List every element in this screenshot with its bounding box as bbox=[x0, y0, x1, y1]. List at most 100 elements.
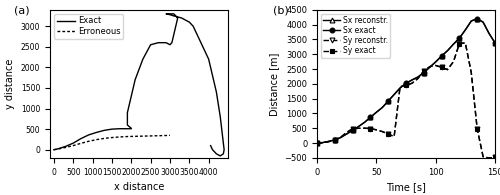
Exact bbox=[178, 17, 184, 19]
Sx exact bbox=[450, 43, 456, 45]
Sx reconstr. bbox=[344, 133, 349, 135]
Sx reconstr. bbox=[480, 21, 486, 23]
Sy reconstr. bbox=[368, 128, 374, 130]
Sx exact bbox=[338, 136, 344, 139]
Sy exact bbox=[391, 136, 397, 138]
Sy reconstr. bbox=[362, 127, 368, 129]
Sx reconstr. bbox=[438, 55, 444, 57]
Exact bbox=[128, 128, 134, 130]
Sx exact bbox=[432, 61, 438, 63]
Sy reconstr. bbox=[314, 142, 320, 144]
Erroneous bbox=[54, 148, 60, 150]
Sx exact bbox=[462, 29, 468, 31]
Exact bbox=[124, 124, 130, 126]
Exact bbox=[169, 42, 175, 44]
Exact bbox=[132, 79, 138, 81]
Exact bbox=[210, 74, 216, 77]
Sy exact bbox=[480, 156, 486, 158]
Sx reconstr. bbox=[320, 141, 326, 144]
Sx exact bbox=[421, 71, 427, 74]
Erroneous bbox=[132, 135, 138, 137]
Sx exact bbox=[314, 142, 320, 144]
Sy exact bbox=[344, 131, 349, 134]
Line: Sx exact: Sx exact bbox=[314, 16, 498, 145]
Exact bbox=[186, 21, 192, 23]
Line: Erroneous: Erroneous bbox=[54, 135, 170, 150]
Erroneous bbox=[94, 138, 100, 141]
Exact bbox=[124, 128, 130, 130]
Sy exact bbox=[350, 128, 356, 130]
Exact bbox=[163, 42, 169, 44]
Exact bbox=[70, 142, 76, 144]
Sy reconstr. bbox=[391, 136, 397, 138]
Sy reconstr. bbox=[326, 140, 332, 143]
Sy reconstr. bbox=[438, 66, 444, 68]
Erroneous bbox=[78, 142, 84, 144]
Sy reconstr. bbox=[450, 60, 456, 63]
Sx exact bbox=[391, 93, 397, 96]
Sy reconstr. bbox=[320, 142, 326, 144]
Sx exact bbox=[350, 129, 356, 132]
Sx exact bbox=[320, 141, 326, 144]
Erroneous bbox=[124, 135, 130, 138]
Sx reconstr. bbox=[362, 121, 368, 124]
Sy exact bbox=[332, 139, 338, 141]
Erroneous bbox=[167, 134, 173, 136]
Sx exact bbox=[426, 66, 432, 68]
Sy exact bbox=[314, 142, 320, 144]
Exact bbox=[174, 17, 180, 19]
Text: (a): (a) bbox=[14, 5, 30, 15]
Sy reconstr. bbox=[338, 136, 344, 138]
Sy reconstr. bbox=[374, 129, 380, 131]
Exact bbox=[54, 148, 60, 150]
Line: Sx reconstr.: Sx reconstr. bbox=[314, 16, 498, 145]
Exact bbox=[202, 50, 208, 52]
Sx exact bbox=[380, 106, 386, 109]
Sy exact bbox=[374, 129, 380, 131]
Sy exact bbox=[385, 133, 391, 135]
Sx exact bbox=[486, 32, 492, 35]
Sx reconstr. bbox=[474, 18, 480, 20]
Sx exact bbox=[344, 133, 349, 135]
Line: Sy reconstr.: Sy reconstr. bbox=[314, 41, 498, 160]
Sy exact bbox=[409, 82, 415, 84]
Legend: Sx reconstr., Sx exact, Sy reconstr., Sy exact: Sx reconstr., Sx exact, Sy reconstr., Sy… bbox=[321, 14, 390, 58]
Sy exact bbox=[462, 42, 468, 44]
Sx exact bbox=[480, 21, 486, 23]
Exact bbox=[159, 42, 165, 44]
Sx reconstr. bbox=[338, 136, 344, 139]
Sy reconstr. bbox=[356, 127, 362, 129]
Exact bbox=[220, 153, 226, 155]
Sx reconstr. bbox=[350, 129, 356, 132]
Sx reconstr. bbox=[468, 20, 474, 22]
Sx reconstr. bbox=[380, 106, 386, 109]
Erroneous bbox=[148, 135, 154, 137]
Erroneous bbox=[51, 149, 57, 151]
Sx exact bbox=[362, 121, 368, 124]
Exact bbox=[140, 58, 146, 60]
Sx exact bbox=[415, 76, 421, 78]
Sy exact bbox=[444, 68, 450, 71]
Sx exact bbox=[397, 87, 403, 89]
Exact bbox=[78, 137, 84, 140]
Sy exact bbox=[320, 142, 326, 144]
Sx reconstr. bbox=[444, 50, 450, 52]
Sx reconstr. bbox=[450, 43, 456, 45]
Exact bbox=[221, 149, 227, 151]
Sx reconstr. bbox=[426, 66, 432, 68]
Exact bbox=[190, 25, 196, 27]
Erroneous bbox=[163, 134, 169, 137]
Erroneous bbox=[156, 135, 162, 137]
Sx reconstr. bbox=[356, 125, 362, 128]
Exact bbox=[116, 128, 122, 130]
Sy reconstr. bbox=[480, 156, 486, 158]
Sy exact bbox=[450, 60, 456, 63]
Sy exact bbox=[456, 42, 462, 45]
Erroneous bbox=[116, 136, 122, 138]
Sy reconstr. bbox=[462, 42, 468, 44]
Text: (b): (b) bbox=[272, 5, 288, 15]
Exact bbox=[167, 13, 173, 16]
Sy reconstr. bbox=[332, 139, 338, 141]
Sy reconstr. bbox=[468, 71, 474, 74]
Erroneous bbox=[70, 144, 76, 147]
